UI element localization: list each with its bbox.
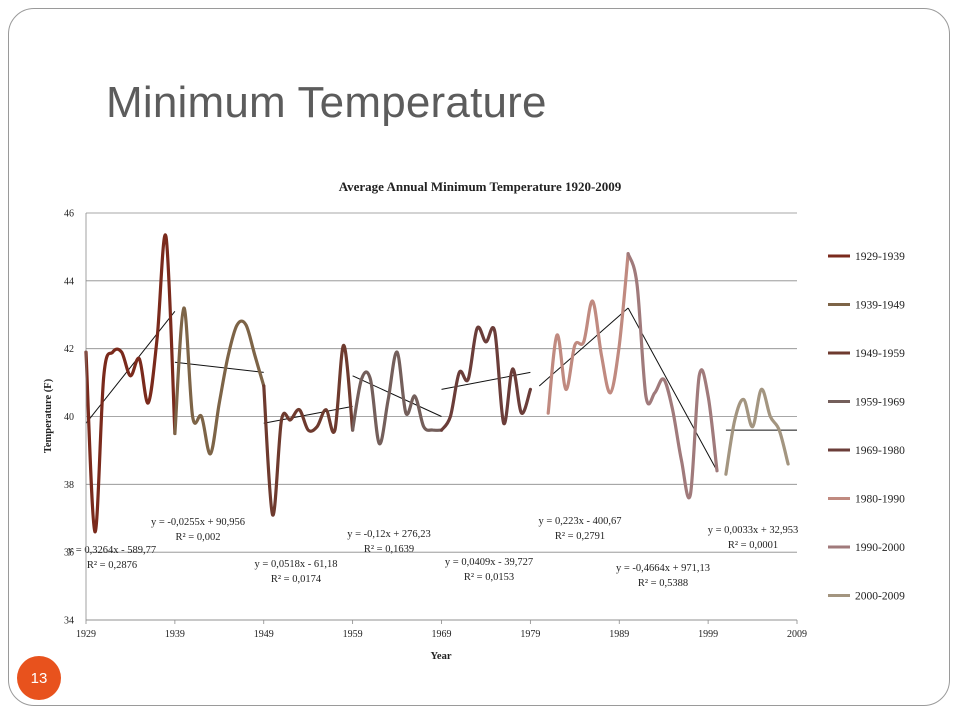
legend-label: 1990-2000 — [855, 542, 905, 554]
trend-equation: y = 0,0033x + 32,953 — [708, 525, 799, 536]
x-tick-label: 1949 — [254, 629, 274, 640]
trend-equation: R² = 0,2791 — [555, 531, 605, 542]
legend-label: 1980-1990 — [855, 494, 905, 506]
trend-equation: R² = 0,1639 — [364, 544, 414, 555]
chart-title: Average Annual Minimum Temperature 1920-… — [339, 179, 622, 194]
series-line — [724, 387, 790, 476]
trend-equation: R² = 0,002 — [176, 532, 221, 543]
y-tick-label: 46 — [64, 209, 74, 220]
x-tick-label: 1979 — [520, 629, 540, 640]
trend-equation: y = -0,0255x + 90,956 — [151, 517, 245, 528]
y-tick-label: 44 — [64, 276, 74, 287]
trend-equation: R² = 0,0174 — [271, 574, 322, 585]
x-tick-label: 1969 — [432, 629, 452, 640]
x-tick-label: 1999 — [698, 629, 718, 640]
trendline — [538, 307, 629, 387]
trendline — [85, 311, 176, 424]
series-line — [351, 350, 444, 446]
x-tick-label: 1939 — [165, 629, 185, 640]
trend-equation: y = 0,223x - 400,67 — [539, 516, 622, 527]
x-axis-title: Year — [431, 651, 452, 662]
annotation-layer: y = 0,3264x - 589,77 R² = 0,2876 y = -0,02… — [68, 516, 798, 589]
axis-layer: 34 36 38 40 42 44 46 1929 1939 1949 1959 1969 1979 19… — [64, 209, 807, 641]
y-tick-label: 36 — [64, 548, 74, 559]
trend-equation: R² = 0,2876 — [87, 560, 137, 571]
legend-label: 1929-1939 — [855, 251, 905, 263]
series-line — [546, 252, 630, 415]
series-line — [84, 233, 177, 534]
series-layer — [84, 233, 790, 534]
trend-equation: y = 0,3264x - 589,77 — [68, 545, 156, 556]
y-tick-label: 40 — [64, 412, 74, 423]
series-line — [173, 306, 266, 456]
trend-equation: R² = 0,0153 — [464, 572, 514, 583]
y-tick-label: 38 — [64, 480, 74, 491]
trendline — [352, 375, 442, 417]
y-tick-label: 42 — [64, 344, 74, 355]
legend-label: 2000-2009 — [855, 591, 905, 603]
series-line — [262, 343, 355, 517]
legend-label: 1969-1980 — [855, 445, 905, 457]
trendline-layer — [85, 307, 797, 472]
series-line — [439, 325, 532, 432]
legend-label: 1939-1949 — [855, 300, 905, 312]
series-line — [626, 252, 719, 500]
trend-equation: y = -0,4664x + 971,13 — [616, 563, 710, 574]
slide-frame — [8, 8, 950, 706]
trend-equation: y = 0,0518x - 61,18 — [255, 559, 338, 570]
y-axis-title: Temperature (F) — [43, 378, 54, 453]
trendline — [263, 405, 353, 424]
x-tick-label: 1929 — [76, 629, 96, 640]
x-tick-label: 1989 — [609, 629, 629, 640]
trend-equation: y = 0,0409x - 39,727 — [445, 557, 533, 568]
trendline — [627, 307, 718, 472]
trend-equation: R² = 0,0001 — [728, 540, 778, 551]
y-tick-label: 34 — [64, 616, 74, 627]
trend-equation: y = -0,12x + 276,23 — [347, 529, 431, 540]
trend-equation: R² = 0,5388 — [638, 578, 688, 589]
x-tick-label: 1959 — [343, 629, 363, 640]
legend-label: 1959-1969 — [855, 397, 905, 409]
x-tick-label: 2009 — [787, 629, 807, 640]
legend: 1929-1939 1939-1949 1949-1959 1959-1969 1969… — [828, 251, 905, 603]
slide-number-badge: 13 — [17, 656, 61, 700]
legend-label: 1949-1959 — [855, 348, 905, 360]
slide-title: Minimum Temperature — [106, 78, 547, 127]
